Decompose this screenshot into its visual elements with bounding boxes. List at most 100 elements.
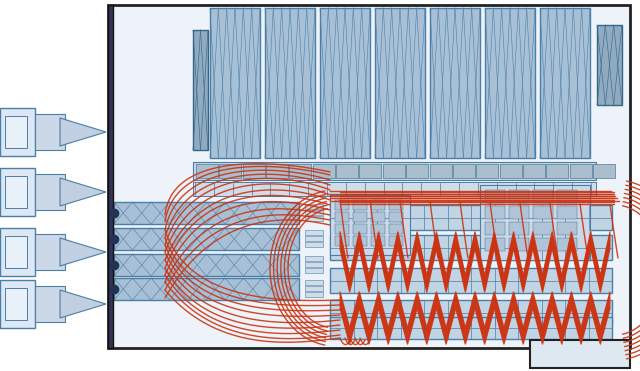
- Bar: [429, 164, 452, 178]
- Bar: [597, 25, 622, 105]
- Bar: [509, 238, 529, 251]
- Bar: [305, 292, 323, 297]
- Bar: [330, 268, 612, 293]
- Bar: [389, 236, 403, 246]
- Bar: [389, 200, 403, 210]
- Bar: [330, 317, 612, 339]
- Bar: [114, 254, 299, 276]
- Bar: [114, 202, 299, 224]
- Bar: [305, 210, 323, 215]
- Bar: [335, 236, 349, 246]
- Bar: [335, 212, 349, 222]
- Bar: [114, 228, 299, 250]
- Bar: [35, 286, 65, 322]
- Bar: [500, 164, 522, 178]
- Bar: [485, 190, 505, 203]
- Bar: [557, 238, 577, 251]
- Bar: [196, 164, 218, 178]
- Bar: [193, 182, 596, 196]
- Bar: [114, 278, 299, 300]
- Bar: [335, 224, 349, 234]
- Bar: [530, 340, 630, 368]
- Bar: [523, 164, 545, 178]
- Bar: [330, 205, 612, 230]
- Bar: [375, 8, 425, 158]
- Bar: [266, 164, 288, 178]
- Bar: [5, 176, 27, 208]
- Bar: [509, 222, 529, 235]
- Bar: [330, 235, 612, 260]
- Bar: [485, 238, 505, 251]
- Bar: [0, 280, 35, 328]
- Bar: [305, 256, 323, 261]
- Bar: [533, 190, 553, 203]
- Bar: [540, 8, 590, 158]
- Bar: [371, 200, 385, 210]
- Polygon shape: [60, 290, 106, 318]
- Bar: [406, 164, 428, 178]
- Bar: [5, 116, 27, 148]
- Bar: [353, 212, 367, 222]
- Bar: [35, 174, 65, 210]
- Bar: [305, 286, 323, 291]
- Bar: [430, 8, 480, 158]
- Bar: [210, 8, 260, 158]
- Bar: [485, 8, 535, 158]
- Bar: [265, 8, 315, 158]
- Bar: [313, 164, 335, 178]
- Bar: [476, 164, 498, 178]
- Bar: [533, 238, 553, 251]
- Bar: [305, 230, 323, 235]
- Polygon shape: [60, 118, 106, 146]
- Bar: [330, 195, 410, 255]
- Bar: [35, 114, 65, 150]
- Bar: [383, 164, 405, 178]
- Bar: [353, 224, 367, 234]
- Bar: [557, 206, 577, 219]
- Bar: [305, 280, 323, 285]
- Bar: [335, 200, 349, 210]
- Bar: [305, 268, 323, 273]
- Bar: [533, 206, 553, 219]
- Bar: [108, 5, 113, 348]
- Bar: [336, 164, 358, 178]
- Bar: [305, 242, 323, 247]
- Bar: [533, 222, 553, 235]
- Bar: [108, 5, 630, 348]
- Bar: [353, 200, 367, 210]
- Bar: [0, 108, 35, 156]
- Bar: [305, 216, 323, 221]
- Bar: [0, 168, 35, 216]
- Bar: [305, 204, 323, 209]
- Bar: [570, 164, 591, 178]
- Bar: [509, 190, 529, 203]
- Bar: [485, 206, 505, 219]
- Bar: [0, 228, 35, 276]
- Bar: [389, 224, 403, 234]
- Bar: [509, 206, 529, 219]
- Bar: [557, 222, 577, 235]
- Bar: [320, 8, 370, 158]
- Bar: [5, 288, 27, 320]
- Bar: [5, 236, 27, 268]
- Bar: [547, 164, 568, 178]
- Bar: [35, 234, 65, 270]
- Bar: [557, 190, 577, 203]
- Bar: [243, 164, 265, 178]
- Bar: [330, 300, 612, 325]
- Bar: [371, 236, 385, 246]
- Bar: [453, 164, 475, 178]
- Bar: [593, 164, 615, 178]
- Bar: [193, 30, 208, 150]
- Bar: [289, 164, 312, 178]
- Bar: [220, 164, 241, 178]
- Bar: [389, 212, 403, 222]
- Bar: [193, 162, 596, 180]
- Bar: [371, 224, 385, 234]
- Polygon shape: [60, 178, 106, 206]
- Polygon shape: [60, 238, 106, 266]
- Bar: [305, 262, 323, 267]
- Bar: [485, 222, 505, 235]
- Bar: [371, 212, 385, 222]
- Bar: [360, 164, 381, 178]
